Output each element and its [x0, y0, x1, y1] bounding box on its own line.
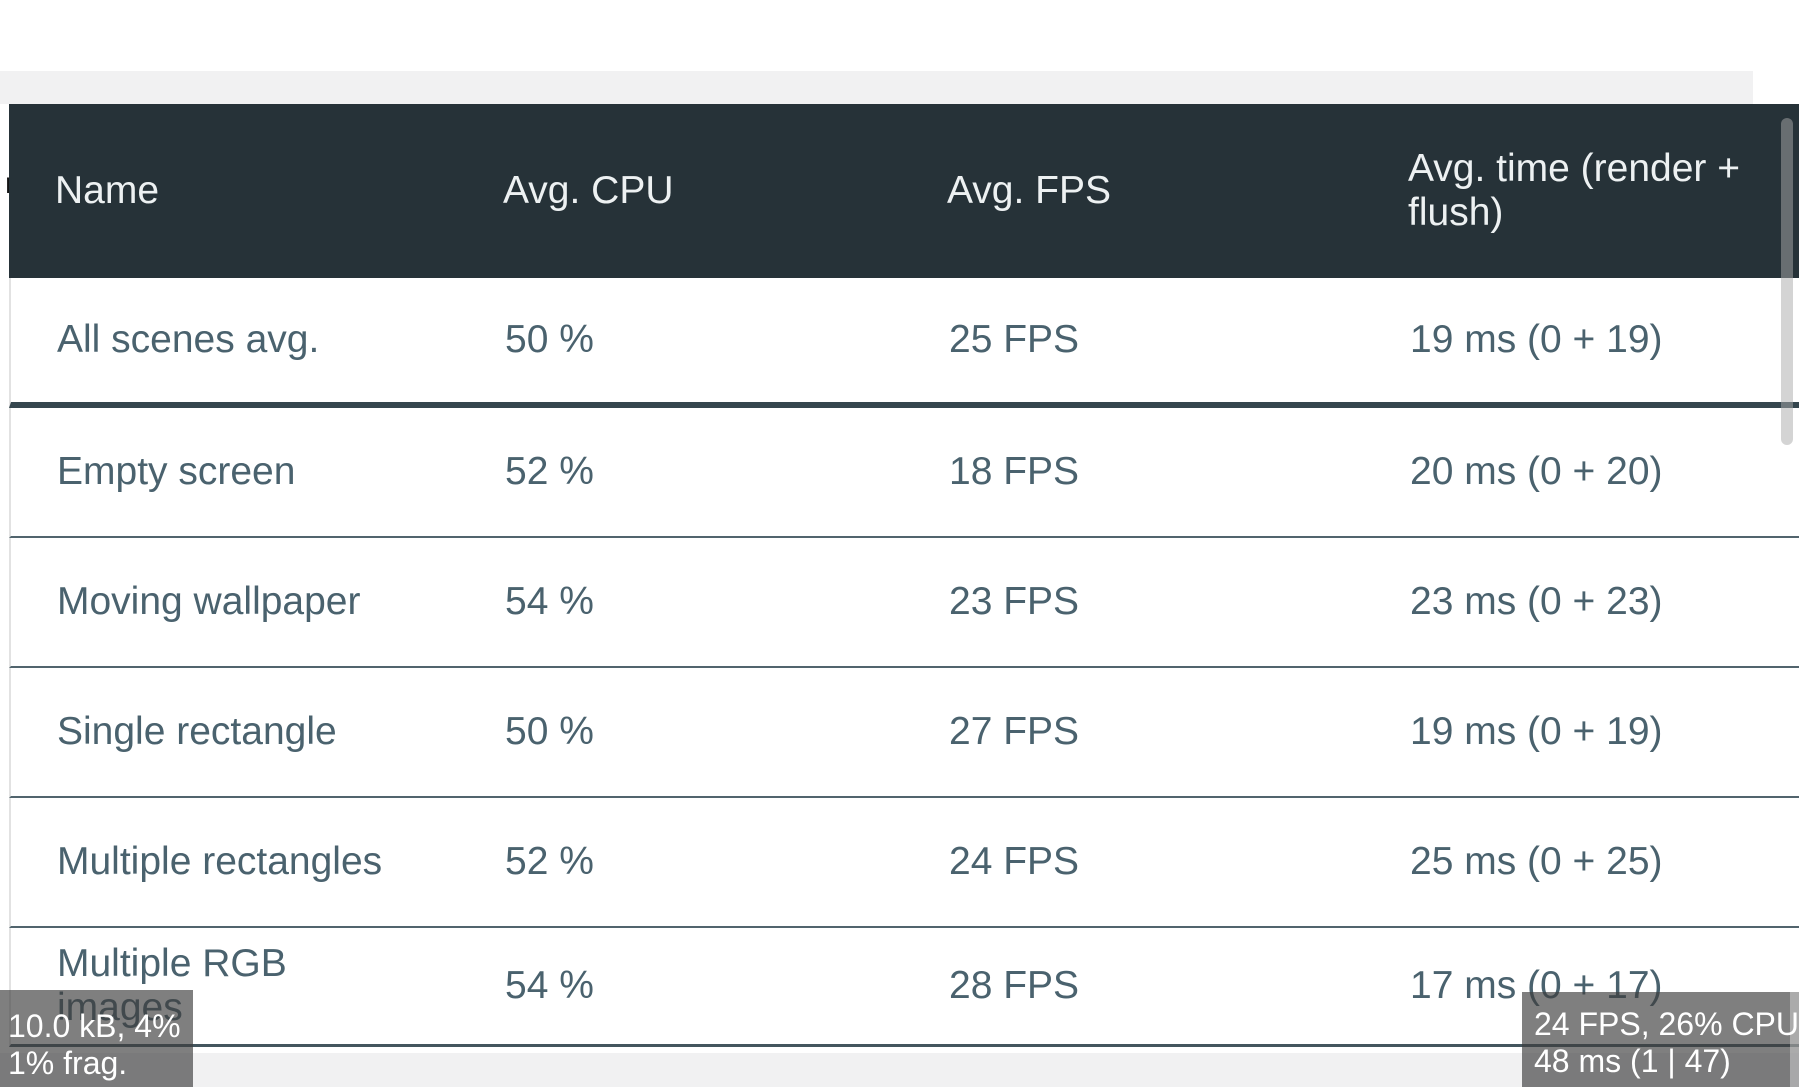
table-body: All scenes avg. 50 % 25 FPS 19 ms (0 + 1… — [9, 278, 1799, 1047]
fps-overlay-line2: 48 ms (1 | 47) — [1534, 1043, 1731, 1079]
fps-overlay-bottom: 24 FPS, 26% CPU 48 ms (1 | 47) — [1522, 992, 1799, 1087]
table-row: Empty screen 52 % 18 FPS 20 ms (0 + 20) — [9, 408, 1799, 538]
cell-avg-time: 23 ms (0 + 23) — [1410, 580, 1663, 623]
cell-avg-cpu: 50 % — [505, 318, 594, 361]
cell-name: All scenes avg. — [57, 318, 320, 361]
cell-name: Single rectangle — [57, 710, 337, 753]
table-bottom-gutter — [0, 1053, 1799, 1087]
vertical-scrollbar-thumb[interactable] — [1781, 118, 1793, 445]
cell-avg-cpu: 54 % — [505, 580, 594, 623]
cell-avg-time: 19 ms (0 + 19) — [1410, 318, 1663, 361]
cell-name: Empty screen — [57, 450, 296, 493]
cell-avg-fps: 25 FPS — [949, 318, 1080, 361]
memory-overlay-line1: 10.0 kB, 4% — [8, 1008, 181, 1044]
column-header-avg-fps: Avg. FPS — [947, 169, 1112, 212]
cell-avg-fps: 27 FPS — [949, 710, 1080, 753]
cell-name: Multiple rectangles — [57, 840, 383, 883]
cell-avg-time: 19 ms (0 + 19) — [1410, 710, 1663, 753]
table-row: Multiple RGB images 54 % 28 FPS 17 ms (0… — [9, 928, 1799, 1047]
cell-avg-fps: 18 FPS — [949, 450, 1080, 493]
cell-avg-fps: 28 FPS — [949, 964, 1080, 1007]
cell-avg-cpu: 54 % — [505, 964, 594, 1007]
table-row: Multiple rectangles 52 % 24 FPS 25 ms (0… — [9, 798, 1799, 928]
benchmark-results-table: Name Avg. CPU Avg. FPS Avg. time (render… — [9, 104, 1799, 1047]
table-row: Single rectangle 50 % 27 FPS 19 ms (0 + … — [9, 668, 1799, 798]
cell-avg-fps: 23 FPS — [949, 580, 1080, 623]
table-row: Moving wallpaper 54 % 23 FPS 23 ms (0 + … — [9, 538, 1799, 668]
cell-avg-cpu: 52 % — [505, 840, 594, 883]
column-header-avg-cpu: Avg. CPU — [503, 169, 674, 212]
cell-avg-time: 25 ms (0 + 25) — [1410, 840, 1663, 883]
column-header-name: Name — [55, 169, 160, 212]
fps-overlay-line1: 24 FPS, 26% CPU — [1534, 1006, 1799, 1042]
cell-avg-fps: 24 FPS — [949, 840, 1080, 883]
table-row: All scenes avg. 50 % 25 FPS 19 ms (0 + 1… — [9, 278, 1799, 408]
table-header-row: Name Avg. CPU Avg. FPS Avg. time (render… — [9, 104, 1799, 278]
cell-avg-time: 20 ms (0 + 20) — [1410, 450, 1663, 493]
table-top-gutter — [0, 71, 1753, 104]
cell-name: Moving wallpaper — [57, 580, 361, 623]
memory-overlay-line2: 1% frag. — [8, 1045, 128, 1081]
memory-overlay: 10.0 kB, 4% 1% frag. — [0, 990, 193, 1087]
cell-avg-cpu: 50 % — [505, 710, 594, 753]
cell-avg-cpu: 52 % — [505, 450, 594, 493]
column-header-avg-time: Avg. time (render + flush) — [1408, 147, 1741, 234]
scrollbar-gutter-highlight — [1790, 992, 1799, 1087]
